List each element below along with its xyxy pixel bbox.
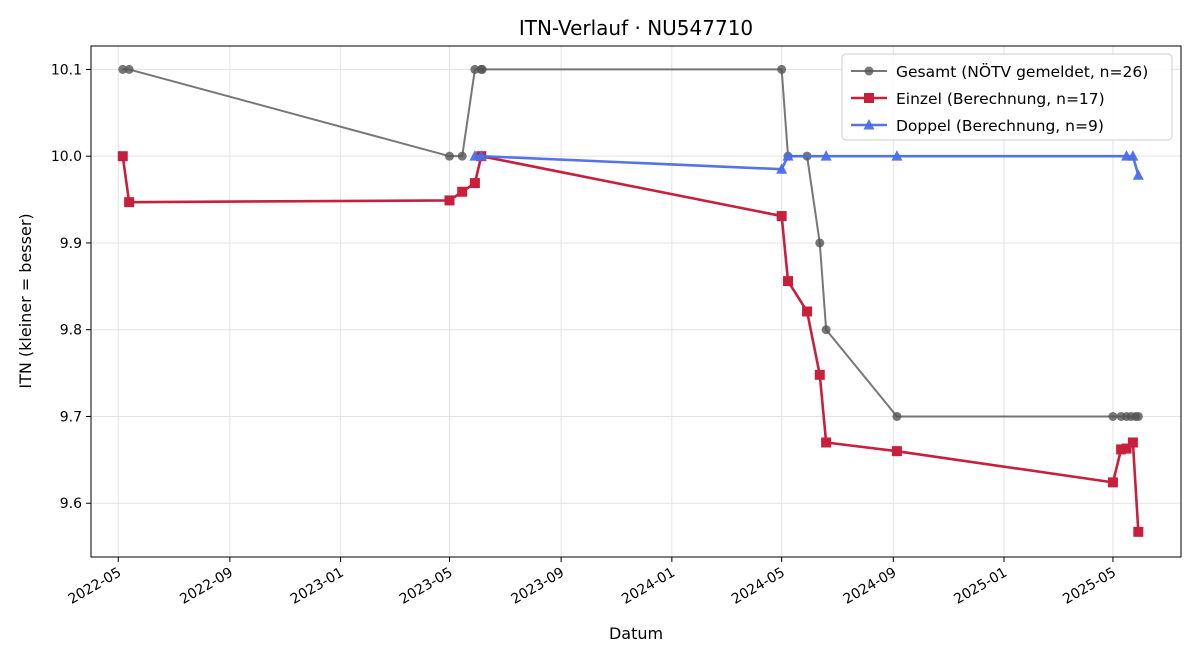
legend: Gesamt (NÖTV gemeldet, n=26) Einzel (Bere… [841,53,1173,141]
legend-item: Gesamt (NÖTV gemeldet, n=26) [851,62,1148,81]
data-point [1132,169,1144,180]
data-point [782,150,794,161]
data-point [1121,443,1132,454]
legend-item: Einzel (Berechnung, n=17) [851,90,1105,108]
plot-frame [90,45,1182,558]
y-tick-label: 9.9 [60,236,82,252]
data-point [1108,411,1118,421]
data-point [117,151,128,162]
data-point [469,178,480,189]
data-point [1116,444,1127,455]
data-point [821,437,832,448]
data-point [1107,477,1118,488]
data-point [1133,411,1143,421]
plot-series [117,64,1144,537]
data-point [457,186,468,197]
y-tick-label: 10.1 [51,62,82,78]
data-point [776,163,788,174]
data-point [444,151,454,161]
data-point [475,150,487,161]
legend-label: Einzel (Berechnung, n=17) [896,90,1105,108]
y-axis-title: ITN (kleiner = besser) [16,213,35,388]
data-point [444,195,455,206]
chart-title: ITN-Verlauf · NU547710 [519,16,753,40]
data-point [802,306,813,317]
series-triangle [469,150,1144,180]
x-axis-title: Datum [609,624,663,643]
data-point [477,64,487,74]
y-tick-label: 10.0 [51,149,82,165]
legend-marker [864,66,874,76]
data-point [470,64,480,74]
legend-item: Doppel (Berechnung, n=9) [851,117,1104,135]
legend-label: Doppel (Berechnung, n=9) [896,117,1104,135]
data-point [124,64,134,74]
data-point [892,411,902,421]
data-point [821,325,831,335]
data-point [783,276,794,287]
legend-label: Gesamt (NÖTV gemeldet, n=26) [896,62,1148,81]
legend-box [841,53,1173,141]
legend-marker [864,93,874,103]
data-point [777,64,787,74]
series-square [117,151,1144,537]
data-point [1127,150,1139,161]
data-point [820,150,832,161]
data-point [814,369,825,380]
data-point [457,151,467,161]
y-tick-label: 9.7 [60,409,82,425]
y-tick-label: 9.6 [60,496,82,512]
data-point [1127,437,1138,448]
y-tick-label: 9.8 [60,323,82,339]
data-point [124,197,135,208]
data-point [1133,526,1144,537]
data-point [776,211,787,222]
data-point [118,64,128,74]
data-point [891,446,902,457]
data-point [891,150,903,161]
legend-marker [863,119,875,130]
data-point [815,238,825,248]
